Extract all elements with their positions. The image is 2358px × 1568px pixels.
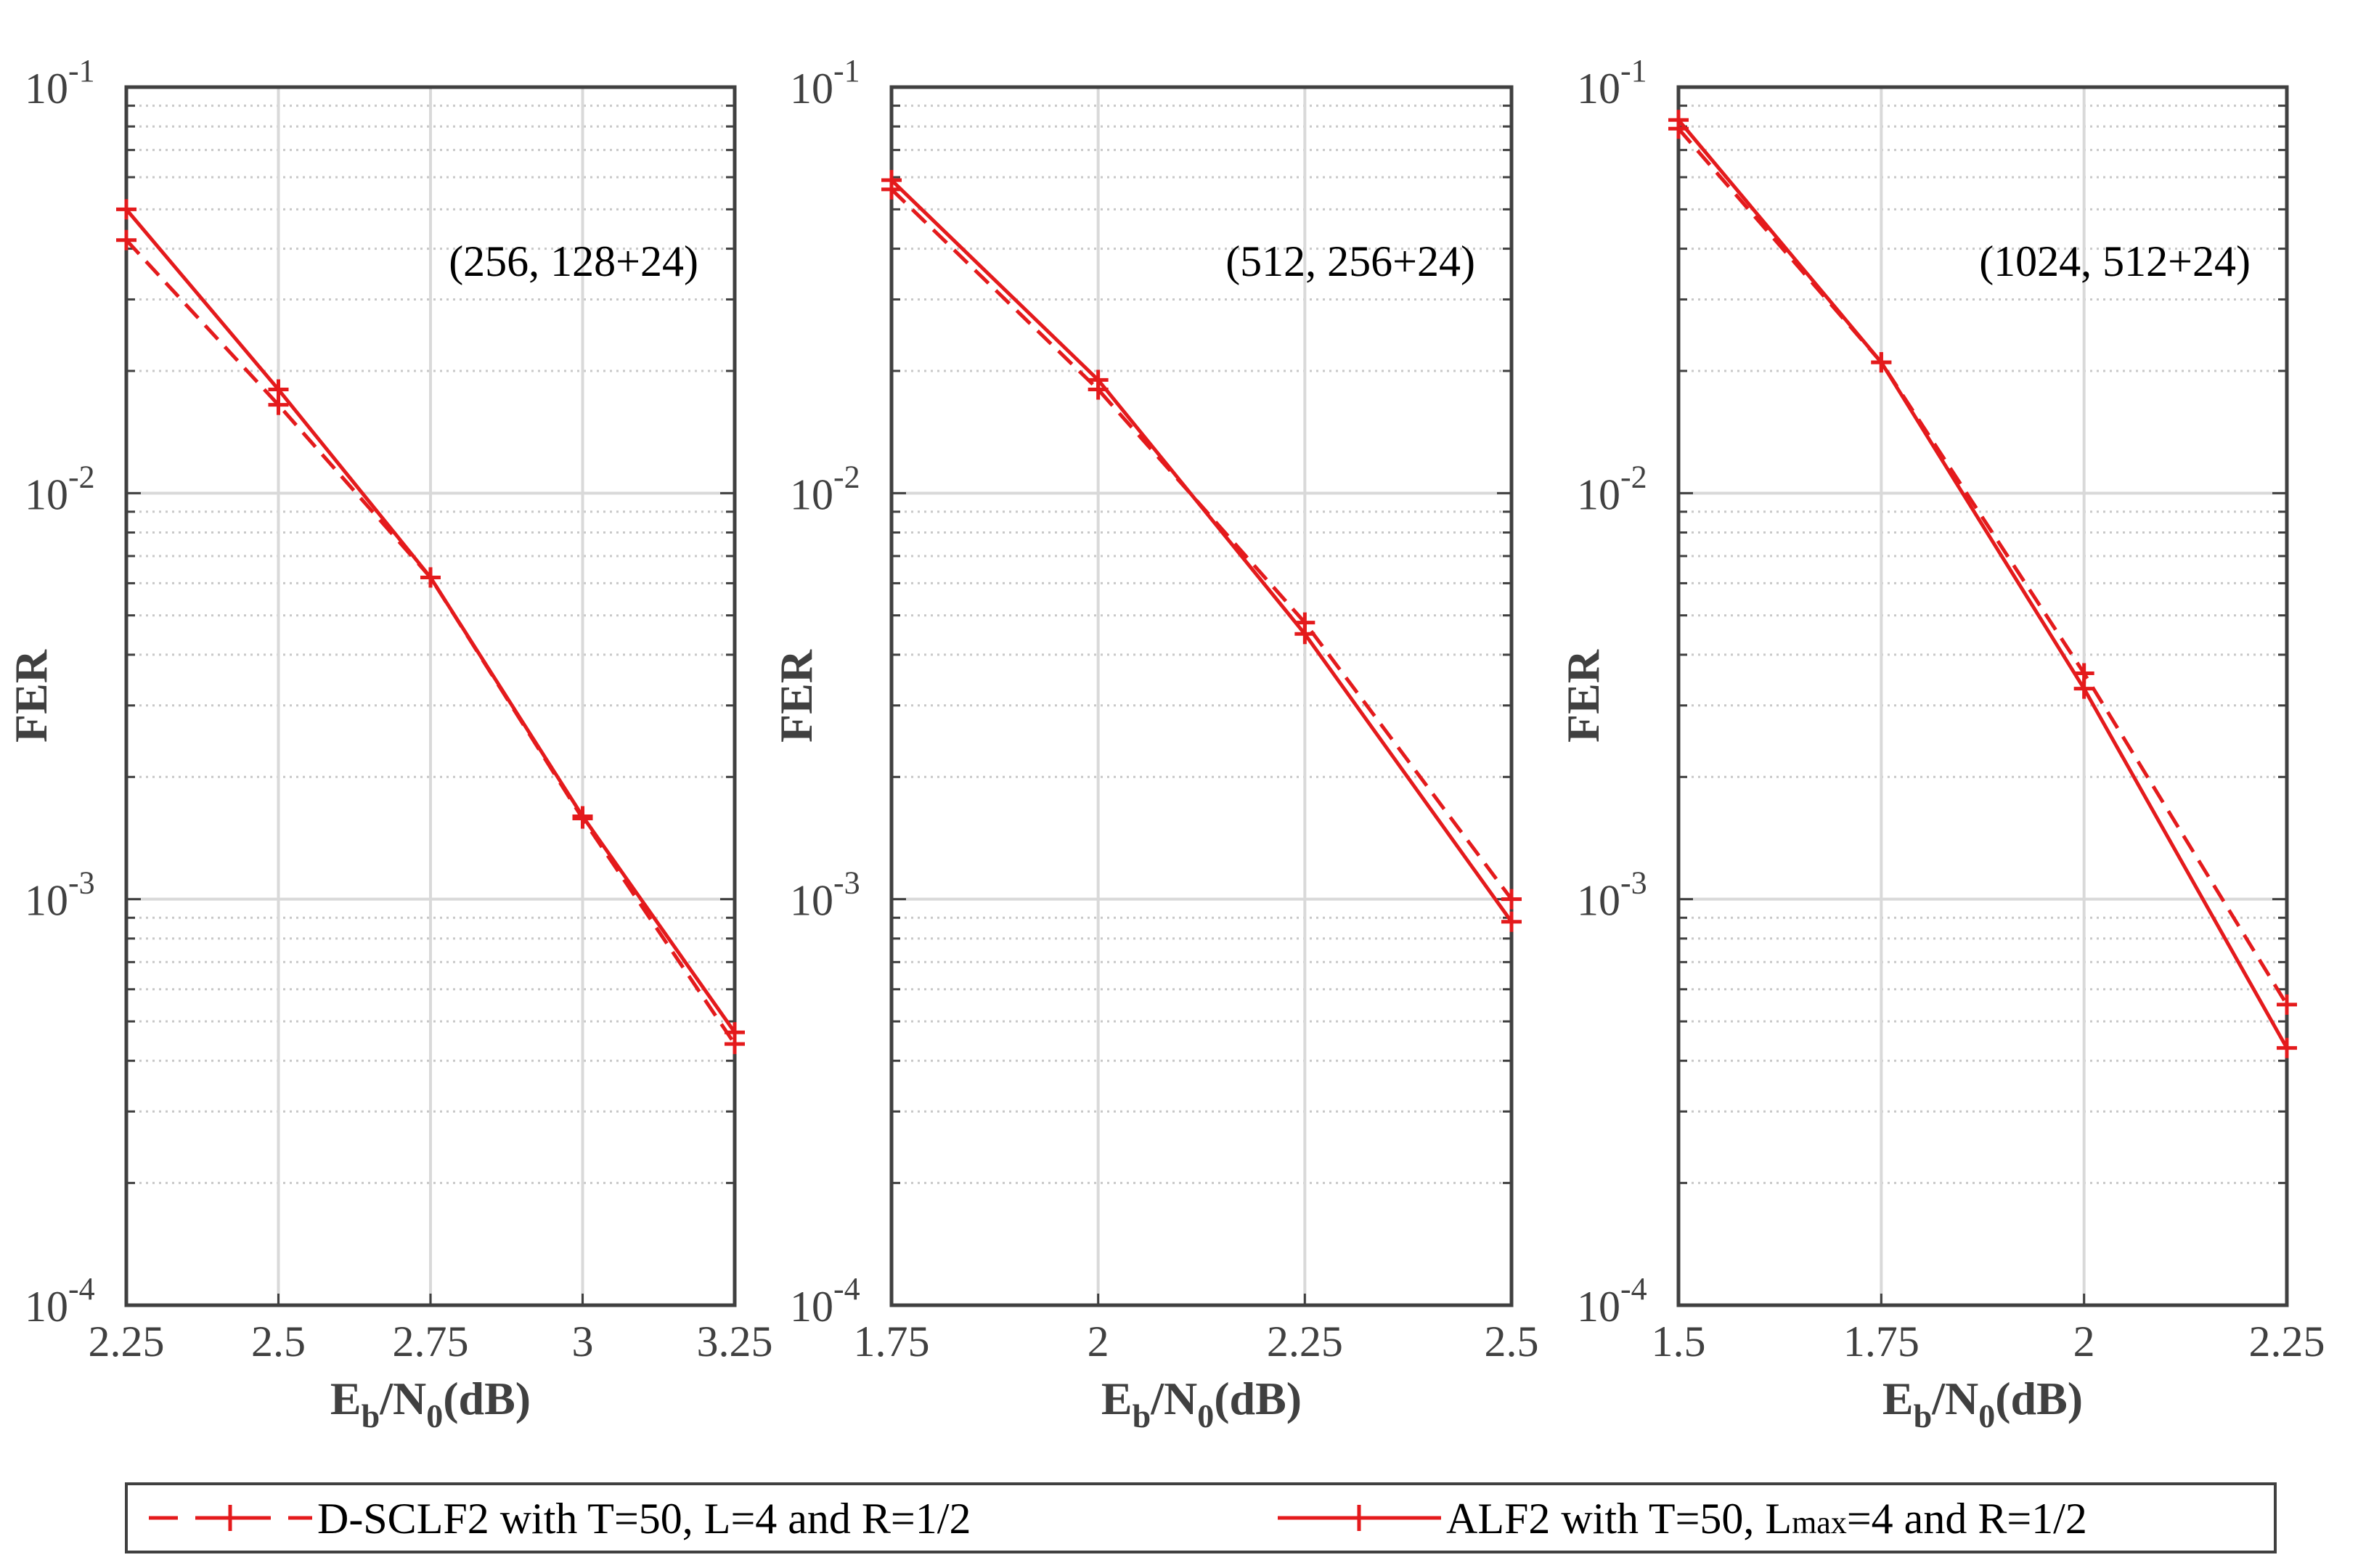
legend: D-SCLF2 with T=50, L=4 and R=1/2 ALF2 wi… xyxy=(125,1482,2277,1553)
series-alf2 xyxy=(116,199,745,1043)
data-point xyxy=(268,379,289,400)
y-tick-label: 10-2 xyxy=(1577,459,1647,518)
x-tick-label: 1.75 xyxy=(1843,1318,1920,1365)
panel-annotation: (1024, 512+24) xyxy=(1979,237,2251,285)
data-point xyxy=(1088,369,1109,391)
x-tick-label: 2.25 xyxy=(1267,1318,1343,1365)
data-point xyxy=(1871,352,1892,373)
y-tick-label: 10-4 xyxy=(790,1271,860,1331)
x-tick-label: 1.5 xyxy=(1652,1318,1706,1365)
legend-marker-dashed xyxy=(217,1505,243,1531)
series-alf2 xyxy=(1668,110,2297,1058)
data-point xyxy=(116,229,136,250)
legend-marker-solid xyxy=(1346,1505,1372,1531)
data-point xyxy=(2073,678,2094,699)
axes-frame xyxy=(889,85,1514,1307)
x-tick-label: 2.5 xyxy=(251,1318,306,1365)
legend-label-alf2: ALF2 with T=50, Lmax=4 and R=1/2 xyxy=(1446,1495,2087,1543)
data-point xyxy=(2277,994,2297,1015)
chart-panels: 2.25 2.5 2.75 3 3.25 10-1 10-2 10-3 10-4 (256, 12… xyxy=(5,53,2325,1434)
y-tick-label: 10-3 xyxy=(790,865,860,925)
x-tick-label: 2.25 xyxy=(89,1318,165,1365)
axes-frame xyxy=(1676,85,2289,1307)
chart-panel-2: 1.75 2 2.25 2.5 10-1 10-2 10-3 10-4 (512, 256+24… xyxy=(770,53,1539,1434)
chart-panel-3: 1.5 1.75 2 2.25 10-1 10-2 10-3 10-4 (1024, 512+2… xyxy=(1557,53,2325,1434)
series-line xyxy=(890,179,1514,923)
data-point xyxy=(572,806,593,827)
axes-frame xyxy=(124,85,737,1307)
y-tick-label: 10-3 xyxy=(25,865,95,925)
y-tick-label: 10-1 xyxy=(25,53,95,113)
data-point xyxy=(1501,911,1522,932)
data-point xyxy=(1294,624,1315,645)
x-tick-label: 2 xyxy=(2073,1318,2095,1365)
x-tick-label: 3 xyxy=(572,1318,594,1365)
y-tick-label: 10-2 xyxy=(790,459,860,518)
y-tick-label: 10-4 xyxy=(1577,1271,1647,1331)
data-point xyxy=(725,1022,745,1043)
x-axis-label: Eb/N0(dB) xyxy=(330,1373,531,1434)
y-tick-label: 10-1 xyxy=(790,53,860,113)
x-tick-label: 2 xyxy=(1088,1318,1109,1365)
x-axis-label: Eb/N0(dB) xyxy=(1101,1373,1302,1434)
data-point xyxy=(881,170,902,191)
legend-label-dsclf2: D-SCLF2 with T=50, L=4 and R=1/2 xyxy=(317,1495,971,1543)
x-tick-label: 2.75 xyxy=(393,1318,469,1365)
y-tick-label: 10-4 xyxy=(25,1271,95,1331)
data-point xyxy=(2277,1037,2297,1058)
series-line xyxy=(1677,118,2289,1049)
x-tick-label: 3.25 xyxy=(697,1318,773,1365)
x-tick-label: 1.75 xyxy=(854,1318,930,1365)
series-alf2 xyxy=(881,170,1522,932)
panel-annotation: (512, 256+24) xyxy=(1225,237,1475,285)
legend-item-alf2: ALF2 with T=50, Lmax=4 and R=1/2 xyxy=(1278,1495,2087,1543)
x-axis-label: Eb/N0(dB) xyxy=(1882,1373,2083,1434)
x-tick-label: 2.5 xyxy=(1485,1318,1539,1365)
series-line xyxy=(1677,127,2289,1006)
y-axis-label: FER xyxy=(1557,649,1609,743)
data-point xyxy=(1501,889,1522,910)
y-tick-label: 10-3 xyxy=(1577,865,1647,925)
data-point xyxy=(420,567,441,588)
data-point xyxy=(1668,110,1689,131)
legend-item-dsclf2: D-SCLF2 with T=50, L=4 and R=1/2 xyxy=(149,1495,971,1543)
y-tick-label: 10-2 xyxy=(25,459,95,518)
y-axis-label: FER xyxy=(770,649,822,743)
panel-annotation: (256, 128+24) xyxy=(449,237,698,285)
legend-box xyxy=(125,1482,2277,1553)
y-tick-label: 10-1 xyxy=(1577,53,1647,113)
y-axis-label: FER xyxy=(5,649,57,743)
data-point xyxy=(116,199,136,220)
chart-panel-1: 2.25 2.5 2.75 3 3.25 10-1 10-2 10-3 10-4 (256, 12… xyxy=(5,53,773,1434)
x-tick-label: 2.25 xyxy=(2249,1318,2325,1365)
